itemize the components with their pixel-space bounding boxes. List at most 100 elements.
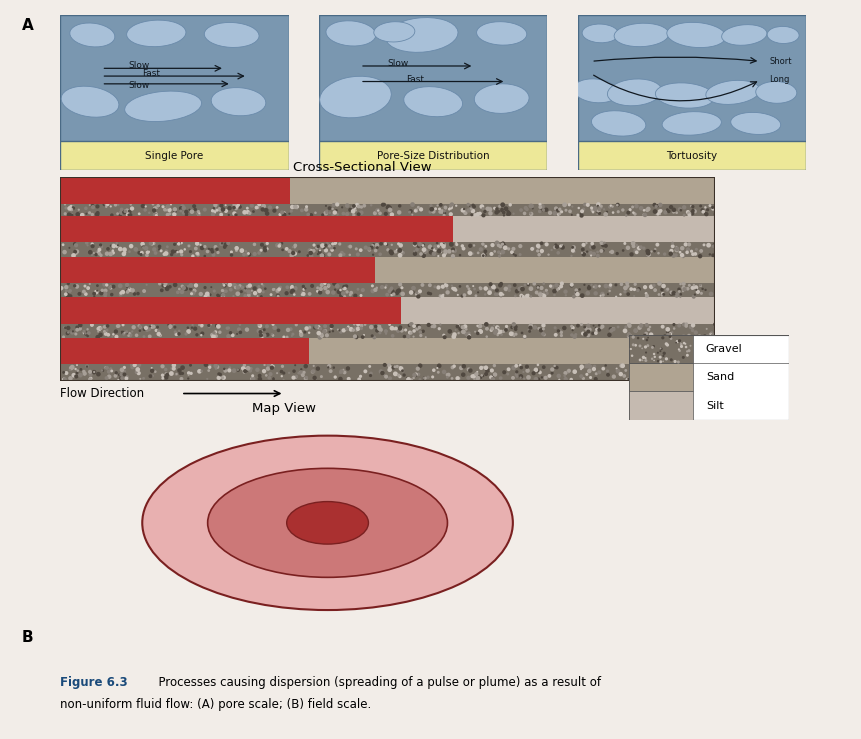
- Point: [549, 241, 563, 253]
- Point: [54, 282, 68, 294]
- Point: [482, 284, 496, 296]
- Point: [65, 204, 78, 216]
- Point: [510, 370, 523, 382]
- Point: [192, 208, 206, 219]
- Point: [703, 288, 717, 300]
- Point: [527, 278, 541, 290]
- Point: [160, 209, 174, 221]
- Point: [655, 332, 669, 344]
- Point: [382, 364, 396, 375]
- Point: [544, 244, 558, 256]
- Point: [336, 208, 350, 219]
- Point: [690, 367, 703, 379]
- Point: [664, 287, 678, 299]
- Point: [68, 246, 82, 258]
- Point: [146, 198, 159, 210]
- Point: [132, 320, 146, 332]
- Point: [268, 321, 282, 333]
- Point: [529, 364, 542, 375]
- Point: [266, 373, 280, 385]
- Point: [674, 242, 688, 254]
- Point: [703, 331, 716, 343]
- Point: [424, 321, 438, 333]
- Point: [201, 364, 215, 376]
- Point: [676, 319, 690, 330]
- Point: [356, 331, 369, 343]
- Point: [339, 280, 353, 292]
- Point: [282, 367, 295, 379]
- Point: [581, 326, 595, 338]
- Point: [628, 339, 641, 351]
- Point: [185, 205, 199, 217]
- Point: [647, 245, 660, 257]
- Point: [200, 288, 214, 300]
- Bar: [60, 338, 715, 364]
- Point: [581, 360, 595, 372]
- Point: [458, 207, 472, 219]
- Point: [683, 360, 697, 372]
- Point: [470, 327, 484, 339]
- Point: [266, 361, 280, 372]
- Text: A: A: [22, 18, 34, 33]
- Point: [199, 290, 213, 302]
- Point: [221, 209, 235, 221]
- Point: [116, 327, 130, 338]
- Point: [340, 208, 354, 220]
- Point: [163, 204, 177, 216]
- Point: [316, 241, 330, 253]
- Point: [208, 206, 221, 218]
- Point: [239, 365, 253, 377]
- Point: [413, 327, 427, 338]
- Point: [451, 372, 465, 384]
- Point: [692, 359, 706, 371]
- Point: [698, 208, 712, 220]
- Point: [379, 208, 393, 219]
- Point: [260, 243, 274, 255]
- Point: [697, 208, 711, 219]
- Point: [408, 205, 422, 217]
- Point: [506, 248, 520, 260]
- Point: [170, 287, 184, 299]
- Point: [565, 324, 579, 336]
- Point: [559, 204, 573, 216]
- Point: [471, 287, 485, 299]
- Point: [425, 371, 439, 383]
- Point: [620, 280, 634, 292]
- Point: [175, 280, 189, 292]
- Point: [234, 286, 248, 298]
- Point: [207, 327, 220, 338]
- Point: [371, 205, 385, 217]
- Point: [455, 290, 468, 302]
- Point: [558, 290, 572, 302]
- Point: [429, 243, 443, 255]
- Point: [685, 204, 699, 216]
- Point: [163, 319, 177, 330]
- Ellipse shape: [61, 86, 119, 118]
- Point: [174, 245, 188, 257]
- Point: [285, 202, 299, 214]
- Point: [486, 370, 499, 382]
- Point: [702, 330, 715, 341]
- Point: [534, 247, 548, 259]
- Point: [382, 361, 396, 372]
- Point: [303, 245, 317, 256]
- Point: [653, 208, 666, 220]
- Point: [687, 205, 701, 217]
- Point: [87, 287, 101, 299]
- Point: [302, 321, 316, 333]
- Point: [139, 249, 153, 261]
- Point: [623, 343, 637, 355]
- Point: [561, 365, 575, 377]
- Point: [68, 280, 82, 292]
- Point: [526, 242, 540, 254]
- Point: [508, 250, 522, 262]
- Point: [212, 290, 226, 302]
- Point: [350, 248, 364, 260]
- Point: [358, 319, 372, 330]
- Point: [346, 209, 360, 221]
- Point: [144, 237, 158, 249]
- Point: [424, 200, 437, 211]
- Bar: [60, 324, 715, 338]
- Point: [287, 372, 300, 384]
- Point: [467, 239, 480, 251]
